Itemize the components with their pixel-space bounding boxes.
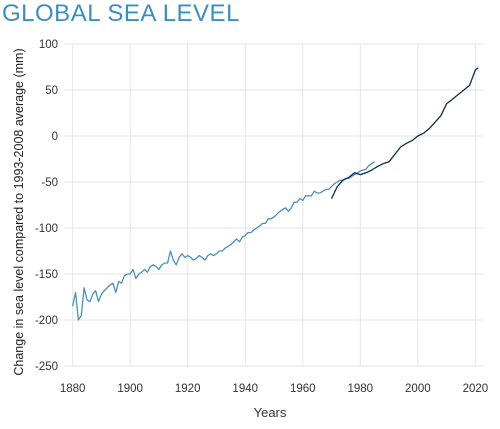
y-tick-label: 100 <box>39 39 58 51</box>
y-tick-label: -100 <box>35 223 58 235</box>
series-line-2 <box>330 67 479 199</box>
chart-title: GLOBAL SEA LEVEL <box>2 0 240 27</box>
y-tick-label: 0 <box>52 131 58 143</box>
series-lines <box>71 67 479 321</box>
x-tick-label: 2000 <box>405 383 431 395</box>
y-tick-label: -150 <box>35 269 58 281</box>
x-tick-label: 1960 <box>290 383 316 395</box>
x-tick-label: 2020 <box>463 383 489 395</box>
x-axis-label: Years <box>253 405 287 420</box>
y-tick-label: 50 <box>45 85 58 97</box>
x-tick-label: 1940 <box>232 383 258 395</box>
x-tick-label: 1980 <box>348 383 374 395</box>
x-tick-label: 1900 <box>117 383 143 395</box>
y-tick-label: -50 <box>41 177 58 189</box>
x-tick-label: 1920 <box>175 383 201 395</box>
y-axis-label: Change in sea level compared to 1993-200… <box>12 48 26 376</box>
series-line-1 <box>71 161 376 321</box>
x-tick-label: 1880 <box>60 383 86 395</box>
gridlines <box>64 43 484 367</box>
y-tick-label: -200 <box>35 315 58 327</box>
y-tick-label: -250 <box>35 361 58 373</box>
